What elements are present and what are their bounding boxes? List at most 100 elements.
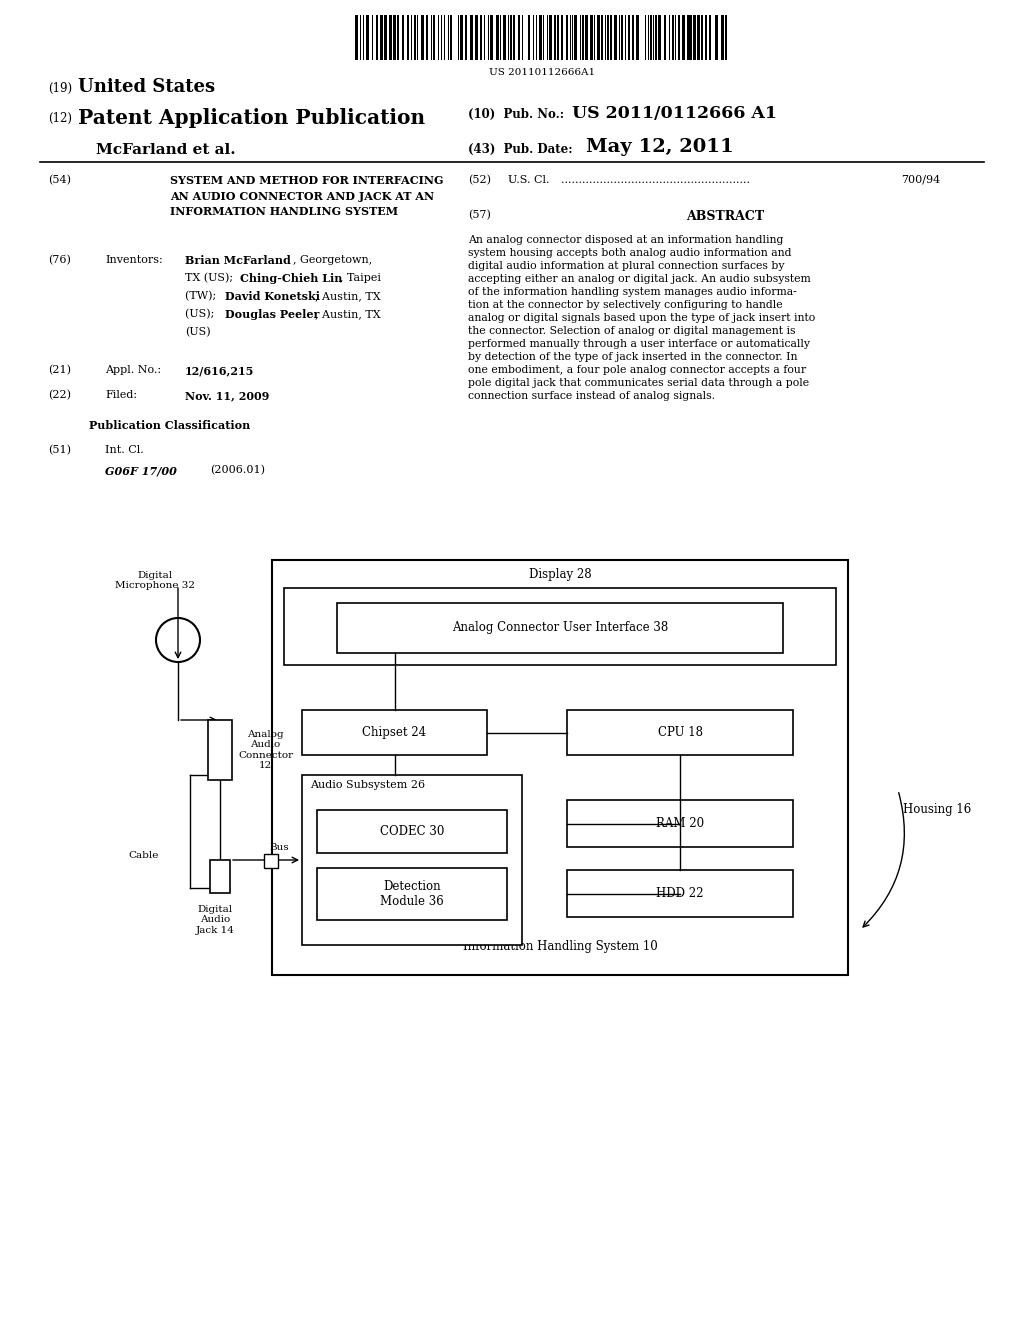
Bar bbox=[355, 15, 357, 59]
Text: 12/616,215: 12/616,215 bbox=[185, 366, 254, 376]
Bar bbox=[679, 15, 680, 59]
Bar bbox=[528, 15, 530, 59]
Text: , Georgetown,: , Georgetown, bbox=[293, 255, 373, 265]
Text: SYSTEM AND METHOD FOR INTERFACING
AN AUDIO CONNECTOR AND JACK AT AN
INFORMATION : SYSTEM AND METHOD FOR INTERFACING AN AUD… bbox=[170, 176, 443, 216]
Bar bbox=[574, 15, 578, 59]
Text: Douglas Peeler: Douglas Peeler bbox=[225, 309, 319, 319]
Text: ......................................................: ........................................… bbox=[561, 176, 750, 185]
Bar bbox=[366, 15, 369, 59]
Text: Digital
Audio
Jack 14: Digital Audio Jack 14 bbox=[196, 906, 234, 935]
Bar bbox=[337, 603, 783, 653]
Bar bbox=[658, 15, 660, 59]
Text: (TW);: (TW); bbox=[185, 290, 220, 301]
Bar bbox=[550, 15, 552, 59]
Bar bbox=[426, 15, 428, 59]
Text: G06F 17/00: G06F 17/00 bbox=[105, 465, 177, 477]
Bar bbox=[433, 15, 435, 59]
Bar bbox=[407, 15, 410, 59]
Bar bbox=[376, 15, 378, 59]
Bar bbox=[359, 15, 361, 59]
Text: Patent Application Publication: Patent Application Publication bbox=[78, 108, 425, 128]
Bar bbox=[567, 710, 793, 755]
Text: HDD 22: HDD 22 bbox=[656, 887, 703, 900]
Bar bbox=[496, 15, 499, 59]
Bar bbox=[567, 870, 793, 917]
Bar bbox=[389, 15, 392, 59]
Bar bbox=[721, 15, 724, 59]
Bar bbox=[561, 15, 563, 59]
Text: United States: United States bbox=[78, 78, 215, 96]
Bar bbox=[601, 15, 603, 59]
Text: (12): (12) bbox=[48, 112, 72, 125]
Bar bbox=[547, 15, 549, 59]
Bar bbox=[652, 15, 654, 59]
Bar bbox=[510, 15, 512, 59]
Bar bbox=[536, 15, 538, 59]
Text: Nov. 11, 2009: Nov. 11, 2009 bbox=[185, 389, 269, 401]
Text: (22): (22) bbox=[48, 389, 71, 400]
Bar bbox=[650, 15, 651, 59]
Bar bbox=[450, 15, 452, 59]
Bar bbox=[210, 861, 230, 894]
Text: May 12, 2011: May 12, 2011 bbox=[586, 139, 734, 156]
Bar bbox=[687, 15, 688, 59]
Bar bbox=[302, 710, 487, 755]
Bar bbox=[586, 15, 588, 59]
Bar bbox=[414, 15, 416, 59]
Text: CODEC 30: CODEC 30 bbox=[380, 825, 444, 838]
Bar bbox=[682, 15, 685, 59]
Bar bbox=[628, 15, 630, 59]
Bar bbox=[689, 15, 692, 59]
Text: David Konetski: David Konetski bbox=[225, 290, 319, 302]
Text: Ching-Chieh Lin: Ching-Chieh Lin bbox=[240, 273, 342, 284]
Text: Appl. No.:: Appl. No.: bbox=[105, 366, 161, 375]
Bar bbox=[372, 15, 374, 59]
Bar bbox=[693, 15, 696, 59]
Bar bbox=[380, 15, 383, 59]
Text: (52): (52) bbox=[468, 176, 490, 185]
Text: Int. Cl.: Int. Cl. bbox=[105, 445, 143, 455]
Bar bbox=[636, 15, 639, 59]
Bar bbox=[470, 15, 473, 59]
Bar bbox=[513, 15, 515, 59]
Bar bbox=[614, 15, 616, 59]
Text: Filed:: Filed: bbox=[105, 389, 137, 400]
Text: Detection
Module 36: Detection Module 36 bbox=[380, 880, 443, 908]
Bar bbox=[272, 560, 848, 975]
Bar bbox=[460, 15, 463, 59]
Text: (US): (US) bbox=[185, 327, 211, 338]
Bar bbox=[397, 15, 399, 59]
Text: (US);: (US); bbox=[185, 309, 218, 319]
Text: Information Handling System 10: Information Handling System 10 bbox=[463, 940, 657, 953]
Text: Display 28: Display 28 bbox=[528, 568, 591, 581]
Text: (57): (57) bbox=[468, 210, 490, 220]
Bar bbox=[557, 15, 559, 59]
Text: ABSTRACT: ABSTRACT bbox=[686, 210, 764, 223]
Text: Brian McFarland: Brian McFarland bbox=[185, 255, 291, 267]
Text: TX (US);: TX (US); bbox=[185, 273, 237, 284]
Text: Bus: Bus bbox=[269, 843, 289, 851]
Bar bbox=[540, 15, 542, 59]
Bar bbox=[421, 15, 424, 59]
Text: RAM 20: RAM 20 bbox=[656, 817, 705, 830]
Bar bbox=[480, 15, 482, 59]
Text: , Austin, TX: , Austin, TX bbox=[315, 290, 381, 301]
Bar bbox=[610, 15, 612, 59]
Text: CPU 18: CPU 18 bbox=[657, 726, 702, 739]
Text: (19): (19) bbox=[48, 82, 72, 95]
Bar bbox=[566, 15, 568, 59]
Text: (76): (76) bbox=[48, 255, 71, 265]
Bar bbox=[430, 15, 432, 59]
Bar bbox=[518, 15, 520, 59]
Bar bbox=[554, 15, 556, 59]
Bar bbox=[465, 15, 467, 59]
Bar bbox=[633, 15, 634, 59]
Bar bbox=[655, 15, 657, 59]
Text: US 20110112666A1: US 20110112666A1 bbox=[488, 69, 595, 77]
Text: Chipset 24: Chipset 24 bbox=[362, 726, 427, 739]
Bar bbox=[302, 775, 522, 945]
Bar bbox=[393, 15, 395, 59]
Bar bbox=[715, 15, 718, 59]
Text: McFarland et al.: McFarland et al. bbox=[96, 143, 236, 157]
Bar bbox=[384, 15, 387, 59]
